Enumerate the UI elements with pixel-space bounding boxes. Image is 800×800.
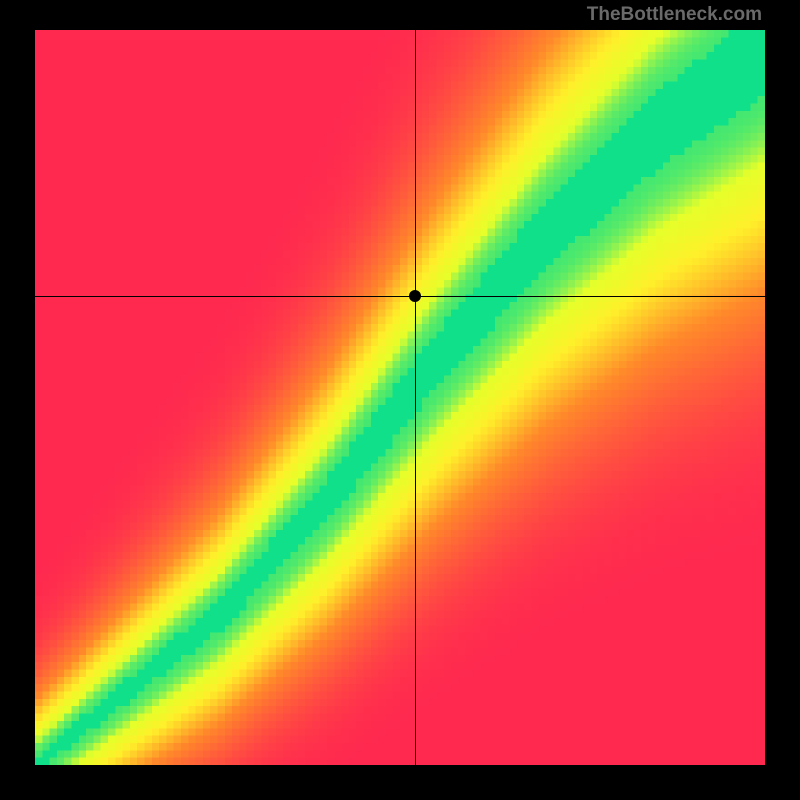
plot-area [35,30,765,765]
chart-container: TheBottleneck.com [0,0,800,800]
attribution-text: TheBottleneck.com [587,4,762,26]
crosshair-horizontal [35,296,765,297]
heatmap-canvas [35,30,765,765]
crosshair-vertical [415,30,416,765]
marker-point [409,290,421,302]
